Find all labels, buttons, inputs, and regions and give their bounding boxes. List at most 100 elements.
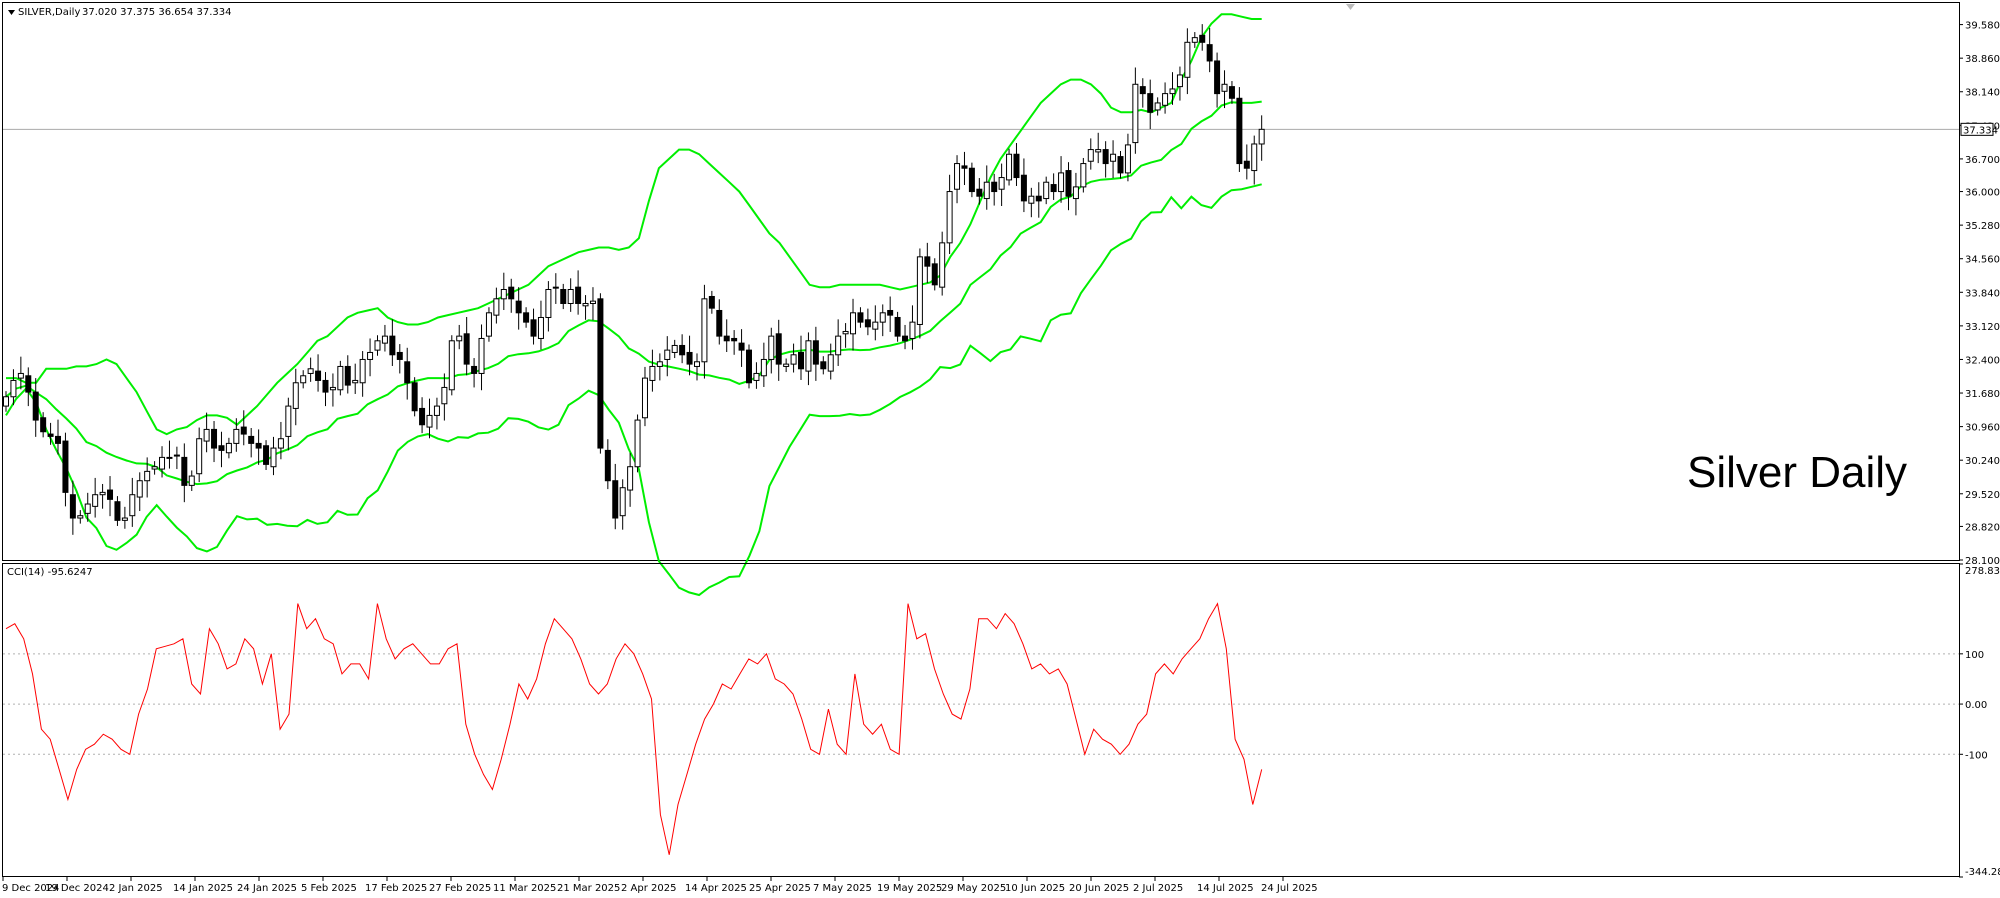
candle-body	[939, 242, 946, 288]
candle-body	[805, 340, 812, 372]
time-tick-label: 2 Jan 2025	[109, 883, 163, 894]
price-tick-label: 31.680	[1965, 389, 2000, 400]
candle-body	[1124, 144, 1131, 174]
candle-body	[151, 466, 158, 470]
candle-body	[10, 379, 17, 398]
candle-body	[954, 163, 961, 190]
cci-pane[interactable]: CCI(14) -95.6247	[2, 563, 1960, 877]
bollinger-lower-band	[5, 183, 1262, 597]
candle-body	[523, 312, 530, 323]
candle-body	[84, 503, 91, 514]
candle-body	[931, 263, 938, 286]
candle-body	[500, 288, 507, 300]
candle-body	[389, 335, 396, 356]
time-tick-label: 2 Apr 2025	[621, 883, 676, 894]
candle-body	[746, 349, 752, 384]
price-pane[interactable]: SILVER,Daily 37.020 37.375 36.654 37.334…	[2, 2, 1960, 597]
candle-body	[270, 447, 277, 468]
candle-body	[775, 333, 782, 365]
candle-body	[121, 517, 128, 521]
candle-body	[1035, 195, 1042, 202]
candle-body	[693, 361, 700, 367]
price-pane-border	[2, 2, 1960, 561]
candle-body	[107, 489, 114, 500]
triangle-down-icon[interactable]	[8, 10, 15, 15]
candle-body	[842, 330, 849, 335]
candle-body	[708, 295, 715, 309]
candle-body	[32, 391, 39, 421]
candle-body	[456, 335, 463, 342]
candle-body	[292, 382, 299, 409]
candle-body	[530, 319, 537, 337]
candle-body	[493, 298, 500, 316]
time-tick-label: 27 Feb 2025	[429, 883, 491, 894]
cci-tick-label: 0.00	[1965, 700, 1987, 711]
time-tick-label: 19 May 2025	[877, 883, 942, 894]
bollinger-upper-band	[6, 13, 1262, 436]
candle-body	[991, 181, 998, 193]
price-tick-label: 35.280	[1965, 221, 2000, 232]
candle-body	[671, 344, 678, 353]
candle-body	[367, 351, 374, 360]
price-tick-label: 38.860	[1965, 54, 2000, 65]
candle-body	[567, 288, 574, 304]
chart-shift-marker-icon[interactable]	[1346, 4, 1355, 10]
symbol-label: SILVER,Daily	[18, 7, 80, 18]
candle-body	[478, 337, 485, 374]
candle-body	[1102, 149, 1109, 165]
candle-body	[753, 372, 760, 381]
candle-body	[441, 386, 448, 405]
candle-body	[902, 335, 909, 342]
candle-body	[634, 419, 641, 468]
candle-body	[136, 480, 143, 498]
candle-body	[471, 365, 478, 374]
candle-body	[40, 417, 47, 433]
candle-body	[1251, 143, 1258, 172]
candle-body	[159, 456, 166, 470]
price-tick-label: 28.820	[1965, 522, 2000, 533]
price-tick-label: 28.100	[1965, 556, 2000, 567]
candle-body	[783, 363, 790, 367]
candle-body	[255, 442, 262, 449]
candle-body	[55, 435, 62, 444]
candle-body	[656, 361, 663, 367]
candle-body	[337, 365, 344, 391]
price-tick-label: 30.960	[1965, 423, 2000, 434]
time-tick-label: 5 Feb 2025	[301, 883, 357, 894]
candle-body	[857, 312, 864, 323]
time-tick-label: 24 Jul 2025	[1261, 883, 1318, 894]
candle-body	[723, 335, 730, 342]
candle-body	[508, 286, 515, 300]
candle-body	[344, 365, 351, 386]
candle-body	[263, 445, 270, 465]
candle-body	[47, 433, 54, 437]
candle-body	[248, 435, 255, 444]
price-tick-label: 30.240	[1965, 456, 2000, 467]
time-tick-label: 9 Dec 2024	[2, 883, 60, 894]
time-tick-label: 29 May 2025	[941, 883, 1006, 894]
price-axis[interactable]: 39.58038.86038.14037.42036.70036.00035.2…	[1959, 21, 2000, 567]
price-tick-label: 32.400	[1965, 355, 2000, 366]
candle-body	[99, 491, 106, 496]
candle-body	[820, 361, 827, 370]
ohlc-readout: 37.020 37.375 36.654 37.334	[82, 7, 232, 18]
candle-body	[233, 428, 240, 444]
candle-body	[396, 351, 403, 360]
time-tick-label: 7 May 2025	[813, 883, 872, 894]
candle-body	[589, 300, 596, 304]
candle-body	[575, 286, 582, 304]
candle-body	[1132, 83, 1139, 144]
candle-body	[731, 337, 738, 342]
candle-body	[1117, 156, 1124, 174]
candle-body	[433, 405, 440, 416]
candle-body	[1147, 93, 1154, 113]
candle-body	[1080, 163, 1087, 188]
candle-body	[300, 375, 307, 384]
time-tick-label: 14 Jul 2025	[1197, 883, 1254, 894]
candle-body	[537, 316, 544, 339]
candle-body	[129, 494, 136, 517]
candle-body	[582, 302, 589, 307]
